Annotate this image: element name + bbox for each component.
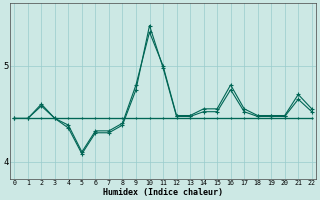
X-axis label: Humidex (Indice chaleur): Humidex (Indice chaleur) — [103, 188, 223, 197]
